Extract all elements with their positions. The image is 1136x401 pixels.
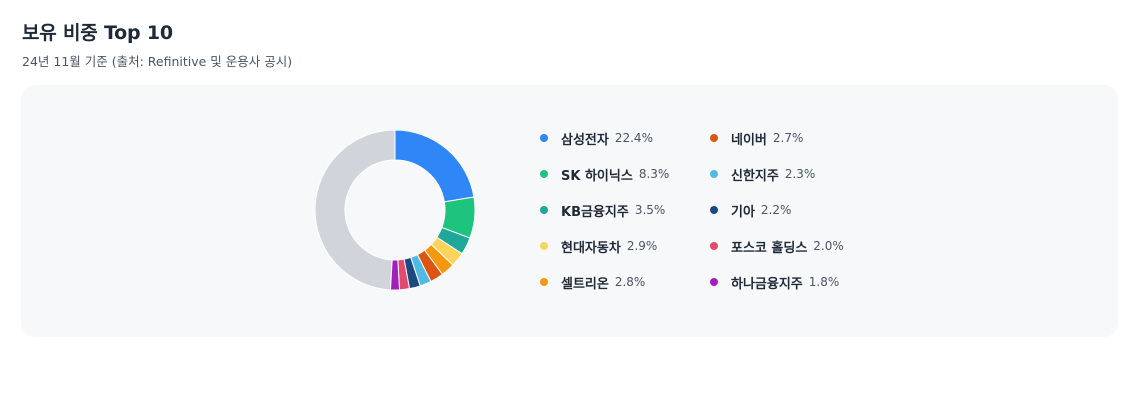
legend-label: KB금융지주 [561, 204, 629, 220]
legend-dot-icon [540, 206, 548, 214]
legend-value: 2.7% [772, 131, 804, 145]
legend-value: 22.4% [614, 131, 653, 145]
legend-item-3[interactable]: KB금융지주 3.5% [540, 200, 665, 220]
legend-item-8[interactable]: 기아 2.2% [710, 200, 791, 220]
donut-chart [315, 130, 475, 290]
legend-label: 현대자동차 [561, 240, 621, 256]
legend-value: 2.2% [760, 203, 792, 217]
donut-slice-1[interactable] [394, 130, 475, 203]
legend-item-10[interactable]: 하나금융지주 1.8% [710, 272, 839, 292]
legend-item-9[interactable]: 포스코 홀딩스 2.0% [710, 236, 844, 256]
legend-dot-icon [710, 170, 718, 178]
legend-label: 하나금융지주 [731, 276, 803, 292]
legend-label: 삼성전자 [561, 132, 609, 148]
legend-dot-icon [540, 134, 548, 142]
page-title: 보유 비중 Top 10 [22, 22, 173, 44]
legend-value: 3.5% [634, 203, 666, 217]
legend-label: 셀트리온 [561, 276, 609, 292]
legend-value: 2.8% [614, 275, 646, 289]
legend-label: 네이버 [731, 132, 767, 148]
legend-label: SK 하이닉스 [561, 168, 633, 184]
legend-dot-icon [710, 206, 718, 214]
legend-dot-icon [540, 242, 548, 250]
legend-dot-icon [540, 278, 548, 286]
legend-item-5[interactable]: 셀트리온 2.8% [540, 272, 645, 292]
legend-dot-icon [710, 134, 718, 142]
legend-item-1[interactable]: 삼성전자 22.4% [540, 128, 653, 148]
legend-item-2[interactable]: SK 하이닉스 8.3% [540, 164, 669, 184]
legend-dot-icon [710, 278, 718, 286]
legend-label: 포스코 홀딩스 [731, 240, 808, 256]
legend-value: 1.8% [808, 275, 840, 289]
donut-slice-remainder [315, 130, 396, 290]
legend-item-7[interactable]: 신한지주 2.3% [710, 164, 815, 184]
page-subtitle: 24년 11월 기준 (출처: Refinitive 및 운용사 공시) [22, 54, 293, 69]
chart-card: 삼성전자 22.4% SK 하이닉스 8.3% KB금융지주 3.5% 현대자동차 2.9% 셀… [21, 85, 1118, 337]
legend-value: 2.0% [813, 239, 844, 253]
legend-value: 8.3% [638, 167, 670, 181]
legend-label: 기아 [731, 204, 755, 220]
legend-value: 2.9% [626, 239, 658, 253]
legend-item-4[interactable]: 현대자동차 2.9% [540, 236, 657, 256]
legend-dot-icon [710, 242, 718, 250]
legend-label: 신한지주 [731, 168, 779, 184]
legend-item-6[interactable]: 네이버 2.7% [710, 128, 803, 148]
donut-slice-10[interactable] [389, 259, 401, 290]
legend-dot-icon [540, 170, 548, 178]
legend-value: 2.3% [784, 167, 816, 181]
